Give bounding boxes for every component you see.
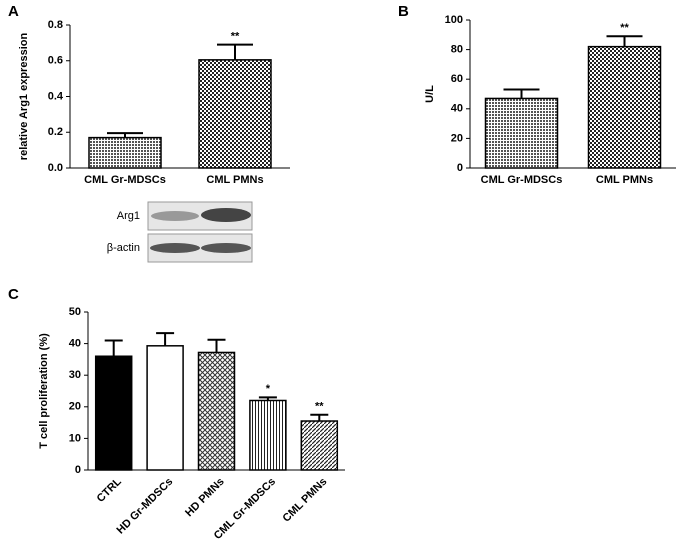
y-axis-label: relative Arg1 expression [18,33,30,161]
y-tick-label: 80 [451,44,463,56]
y-tick-label: 30 [69,369,81,381]
x-tick-label: CML PMNs [206,174,263,186]
error-bar [217,43,253,60]
x-tick-label: HD Gr-MDSCs [114,476,175,537]
x-tick-label: CTRL [95,475,124,504]
significance: ** [620,22,629,34]
bar [484,97,559,169]
error-bar [207,338,226,353]
error-bar [156,332,175,346]
blot: Arg1 β-actin [107,201,253,263]
y-tick-label: 0 [75,464,81,476]
bar [88,136,162,169]
y-tick-label: 100 [445,14,463,26]
bar [94,355,133,471]
bar [146,345,184,471]
x-tick-label: CML PMNs [281,476,330,525]
bar [300,420,339,471]
bar [249,399,287,471]
error-bar [310,413,329,422]
bar [197,351,236,471]
y-tick-label: 0.4 [48,90,64,102]
error-bar [503,88,540,99]
x-tick-label: HD PMNs [183,476,226,519]
significance: ** [315,401,324,413]
panel-label: B [398,3,409,20]
y-tick-label: 20 [451,132,463,144]
y-tick-label: 40 [69,338,81,350]
y-tick-label: 0.0 [48,162,63,174]
y-axis-label: U/L [424,85,436,103]
x-tick-label: CML Gr-MDSCs [84,174,166,186]
panel-label: A [8,3,19,20]
error-bar [104,339,123,357]
y-tick-label: 60 [451,73,463,85]
y-tick-label: 20 [69,401,81,413]
bar [198,59,272,169]
bar [587,45,662,169]
error-bar [606,35,643,47]
y-tick-label: 0.2 [48,126,63,138]
y-tick-label: 50 [69,306,81,318]
significance: ** [231,31,240,43]
y-tick-label: 0 [457,162,463,174]
y-tick-label: 10 [69,432,81,444]
panel-label: C [8,286,19,303]
error-bar [107,132,143,138]
x-tick-label: CML Gr-MDSCs [481,174,563,186]
y-tick-label: 0.8 [48,19,63,31]
significance: * [266,383,271,395]
error-bar [258,396,277,401]
y-tick-label: 40 [451,103,463,115]
y-tick-label: 0.6 [48,55,63,67]
blot-label: Arg1 [117,210,140,222]
blot-label: β-actin [107,242,140,254]
x-tick-label: CML PMNs [596,174,653,186]
y-axis-label: T cell proliferation (%) [38,333,50,449]
